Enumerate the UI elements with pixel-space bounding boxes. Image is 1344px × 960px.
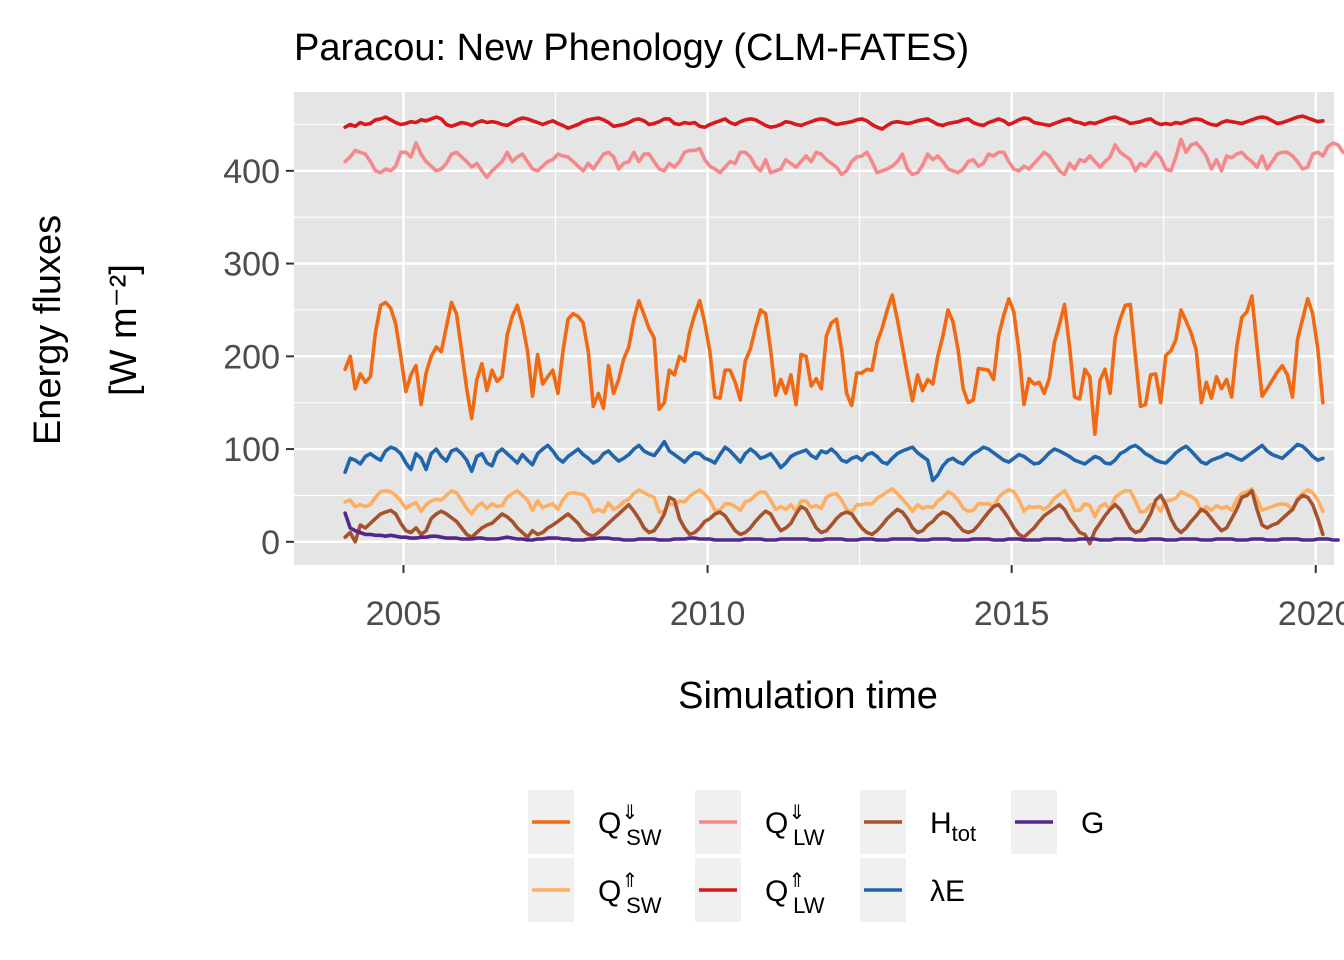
legend-item-H_tot: Htot (860, 790, 976, 854)
legend-item-G: G (1011, 790, 1104, 854)
legend-label-LW_down: Q⇓ LW (765, 802, 825, 850)
legend-item-LW_down: Q⇓ LW (695, 790, 825, 854)
legend-item-LW_up: Q⇑ LW (695, 858, 825, 922)
legend-label-SW_up: Q⇑ SW (598, 870, 662, 918)
legend-label-H_tot: Htot (930, 807, 976, 846)
y-tick-label: 400 (223, 153, 280, 191)
y-tick-label: 0 (261, 524, 280, 562)
y-axis: 0 100 200 300 400 (223, 153, 294, 562)
series-line-LW_up (343, 114, 1325, 131)
y-axis-title-line2: [W m⁻²] (103, 264, 145, 396)
legend-label-lambdaE: λE (930, 875, 965, 908)
legend-item-lambdaE: λE (860, 858, 965, 922)
legend-label-G: G (1081, 807, 1104, 840)
legend-item-SW_up: Q⇑ SW (528, 858, 662, 922)
y-axis-title: Energy fluxes [W m⁻²] (27, 215, 145, 445)
x-tick-label: 2010 (670, 595, 746, 633)
x-axis: 2005 2010 2015 2020 (366, 565, 1344, 633)
x-tick-label: 2005 (366, 595, 442, 633)
series-line-LW_down (343, 137, 1344, 180)
x-axis-title: Simulation time (678, 675, 938, 717)
series-line-SW_down (343, 293, 1325, 437)
y-tick-label: 200 (223, 338, 280, 376)
legend-item-SW_down: Q⇓ SW (528, 790, 662, 854)
legend-label-SW_down: Q⇓ SW (598, 802, 662, 850)
y-tick-label: 100 (223, 431, 280, 469)
x-tick-label: 2020 (1278, 595, 1344, 633)
chart-title: Paracou: New Phenology (CLM-FATES) (294, 27, 969, 69)
legend: Q⇓ SW Q⇑ SW Q⇓ LW Q⇑ LW Htot λE G (528, 790, 1104, 922)
series-line-SW_up (343, 487, 1325, 519)
series-line-G (343, 511, 1340, 542)
y-axis-title-line1: Energy fluxes (27, 215, 69, 445)
series-lines (343, 114, 1344, 546)
series-line-H_tot (343, 488, 1325, 546)
y-tick-label: 300 (223, 246, 280, 284)
series-line-lambdaE (343, 439, 1325, 483)
legend-label-LW_up: Q⇑ LW (765, 870, 825, 918)
x-tick-label: 2015 (974, 595, 1050, 633)
